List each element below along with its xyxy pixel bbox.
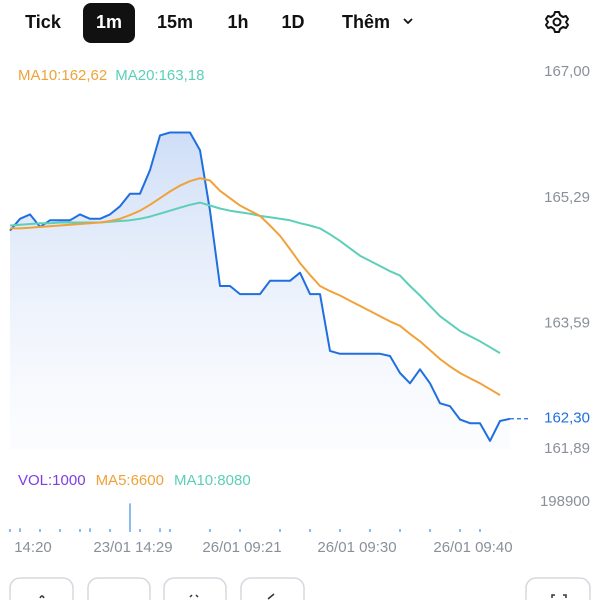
tab-highlight — [83, 3, 135, 43]
tool-button[interactable] — [240, 577, 305, 600]
legend-label: MA10:8080 — [174, 472, 251, 489]
tab[interactable]: 1m — [83, 3, 135, 43]
line-series — [9, 131, 511, 442]
tool-icon — [551, 594, 567, 598]
tab-label: Tick — [25, 12, 62, 32]
volume-bar — [339, 528, 341, 532]
volume-bar — [309, 528, 311, 532]
tab[interactable]: 15m — [157, 12, 193, 32]
volume-bar — [279, 528, 281, 532]
volume-bar — [429, 528, 431, 532]
tool-icon — [189, 594, 199, 598]
settings-button[interactable] — [545, 11, 569, 33]
volume-bar — [479, 528, 481, 532]
toolbar — [9, 577, 591, 600]
tab-label: 15m — [157, 12, 193, 32]
tab[interactable]: Tick — [25, 12, 62, 32]
tab-label: 1h — [227, 12, 248, 32]
legend-label: MA20:163,18 — [115, 67, 204, 84]
volume-bar — [129, 503, 131, 532]
price-area — [10, 132, 510, 449]
line-series — [10, 177, 501, 396]
tab[interactable]: 1h — [227, 12, 248, 32]
tab[interactable]: 1D — [281, 12, 304, 32]
volume-bar — [109, 528, 111, 532]
current-price-label: 162,30 — [544, 410, 590, 427]
y-tick-label: 167,00 — [544, 63, 590, 80]
y-tick-label: 165,29 — [544, 189, 590, 206]
volume-bar — [89, 528, 91, 532]
y-tick-label: 198900 — [540, 493, 590, 510]
volume-bar — [459, 528, 461, 532]
x-tick-label: 26/01 09:30 — [317, 539, 396, 556]
tool-button[interactable] — [87, 577, 151, 600]
tool-icon — [39, 595, 45, 599]
volume-bar — [59, 528, 61, 532]
tab-label: 1D — [281, 12, 304, 32]
legend-label: VOL:1000 — [18, 472, 86, 489]
tool-icon — [267, 593, 275, 600]
x-tick-label: 23/01 14:29 — [93, 539, 172, 556]
x-tick-label: 26/01 09:21 — [202, 539, 281, 556]
volume-bar — [19, 528, 21, 532]
tool-button[interactable] — [525, 577, 591, 600]
volume-bar — [79, 528, 81, 532]
legend-label: MA5:6600 — [96, 472, 164, 489]
price-chart: 167,00 165,29 163,59 161,89 MA10:162,62 MA20:… — [9, 63, 590, 457]
volume-bar — [139, 528, 141, 532]
y-tick-label: 163,59 — [544, 315, 590, 332]
tool-button[interactable] — [9, 577, 74, 600]
volume-bar — [209, 528, 211, 532]
volume-bar — [169, 528, 171, 532]
tool-button[interactable] — [163, 577, 227, 600]
tab-label: 1m — [96, 12, 122, 32]
tab-label: Thêm — [342, 12, 390, 32]
volume-bar — [369, 528, 371, 532]
volume-chart: 198900 VOL:1000 MA5:6600 MA10:8080 14:20 23/0… — [9, 472, 590, 556]
x-tick-label: 26/01 09:40 — [433, 539, 512, 556]
x-tick-label: 14:20 — [14, 539, 52, 556]
y-tick-label: 161,89 — [544, 440, 590, 457]
volume-bar — [39, 528, 41, 532]
tab-bar: Tick 1m 15m 1h 1D Thêm — [25, 3, 413, 43]
legend-label: MA10:162,62 — [18, 67, 107, 84]
volume-bar — [399, 528, 401, 532]
volume-bar — [159, 528, 161, 532]
volume-bar — [9, 528, 11, 532]
volume-bar — [239, 528, 241, 532]
tab[interactable]: Thêm — [342, 12, 413, 32]
dropdown-chevron — [403, 18, 413, 25]
